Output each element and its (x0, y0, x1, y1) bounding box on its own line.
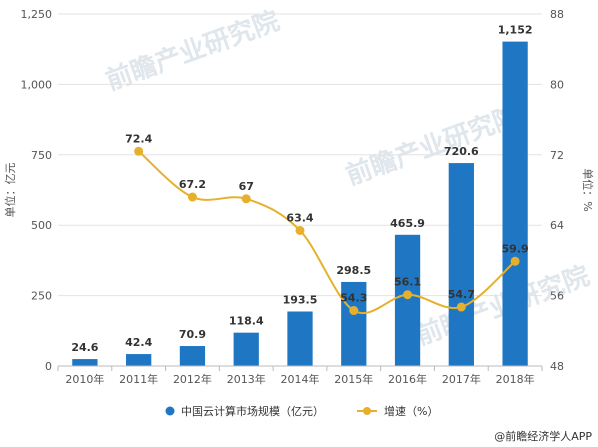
axes: 0 250 500 750 1,000 1,250 48 56 64 72 80 88 2010年 201… (21, 8, 565, 386)
bar-value-label: 298.5 (336, 264, 371, 277)
x-tick-label: 2012年 (173, 372, 212, 386)
y2-tick-label: 48 (550, 360, 564, 373)
growth-point (349, 306, 359, 316)
bar (72, 359, 98, 366)
growth-line-path (138, 150, 516, 314)
y-tick-label: 1,250 (21, 8, 53, 21)
x-tick-label: 2015年 (334, 372, 373, 386)
growth-value-label: 72.4 (125, 132, 152, 145)
y2-tick-label: 56 (550, 290, 564, 303)
growth-value-label: 63.4 (286, 211, 313, 224)
watermark-2: 前瞻产业研究院 (342, 100, 524, 191)
y-tick-label: 750 (31, 149, 52, 162)
growth-point (295, 225, 305, 235)
x-tick-label: 2017年 (442, 372, 481, 386)
data-labels: 24.6 42.4 70.9 118.4 193.5 298.5 465.9 720.6 1,1… (71, 24, 532, 354)
y2-tick-label: 88 (550, 8, 564, 21)
bar (502, 41, 528, 366)
bar-value-label: 193.5 (283, 294, 318, 307)
bar-value-label: 118.4 (229, 315, 264, 328)
x-tick-label: 2016年 (388, 372, 427, 386)
bar (233, 332, 259, 366)
growth-point (241, 194, 251, 204)
growth-point (456, 302, 466, 312)
growth-value-label: 54.7 (448, 288, 475, 301)
bar-value-label: 42.4 (125, 336, 152, 349)
bars (72, 41, 528, 366)
x-tick-label: 2018年 (496, 372, 535, 386)
y2-axis-title: 单位：% (581, 168, 595, 211)
bar-value-label: 24.6 (71, 341, 98, 354)
growth-point (510, 256, 520, 266)
legend-bar-marker (165, 406, 175, 416)
y2-tick-label: 72 (550, 149, 564, 162)
legend-line-dot (363, 407, 371, 415)
source-label: @前瞻经济学人APP (494, 429, 592, 443)
bar (341, 281, 367, 366)
legend: 中国云计算市场规模（亿元） 增速（%） (165, 404, 438, 418)
bar (394, 234, 421, 366)
y-axis-title: 单位：亿元 (3, 163, 17, 218)
y-tick-label: 1,000 (21, 78, 53, 91)
growth-point (134, 146, 144, 156)
y-tick-label: 250 (31, 290, 52, 303)
bar (179, 346, 206, 366)
x-tick-label: 2011年 (119, 372, 158, 386)
legend-line-label: 增速（%） (384, 404, 438, 418)
watermark-1: 前瞻产业研究院 (102, 5, 284, 96)
x-tick-label: 2013年 (227, 372, 266, 386)
y-tick-label: 500 (31, 219, 52, 232)
growth-line (134, 146, 520, 316)
growth-value-label: 56.1 (394, 276, 421, 289)
growth-value-label: 67 (239, 180, 254, 193)
y-tick-label: 0 (45, 360, 52, 373)
growth-value-label: 59.9 (502, 242, 529, 255)
growth-value-label: 54.3 (340, 292, 367, 305)
bar-value-label: 465.9 (390, 217, 425, 230)
bar (287, 311, 313, 366)
y2-tick-label: 64 (550, 219, 564, 232)
growth-point (403, 290, 413, 300)
legend-bar-label: 中国云计算市场规模（亿元） (181, 404, 324, 418)
bar (448, 163, 474, 366)
x-tick-label: 2010年 (65, 372, 104, 386)
bar-value-label: 70.9 (179, 328, 206, 341)
x-tick-label: 2014年 (281, 372, 320, 386)
growth-value-label: 67.2 (179, 178, 206, 191)
y2-tick-label: 80 (550, 78, 564, 91)
bar-value-label: 1,152 (498, 24, 533, 37)
bar (126, 354, 152, 366)
bar-value-label: 720.6 (444, 145, 479, 158)
growth-point (187, 192, 197, 202)
